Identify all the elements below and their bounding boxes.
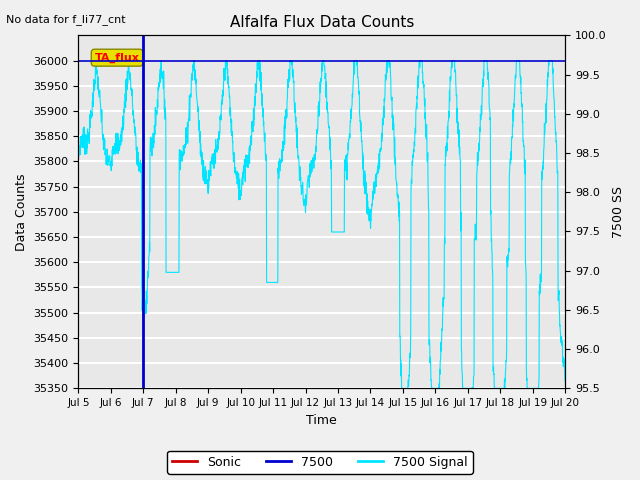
X-axis label: Time: Time xyxy=(307,414,337,427)
Y-axis label: Data Counts: Data Counts xyxy=(15,173,28,251)
Legend: Sonic, 7500, 7500 Signal: Sonic, 7500, 7500 Signal xyxy=(167,451,473,474)
Text: TA_flux: TA_flux xyxy=(95,52,140,63)
Text: No data for f_li77_cnt: No data for f_li77_cnt xyxy=(6,14,126,25)
Title: Alfalfa Flux Data Counts: Alfalfa Flux Data Counts xyxy=(230,15,414,30)
Y-axis label: 7500 SS: 7500 SS xyxy=(612,186,625,238)
